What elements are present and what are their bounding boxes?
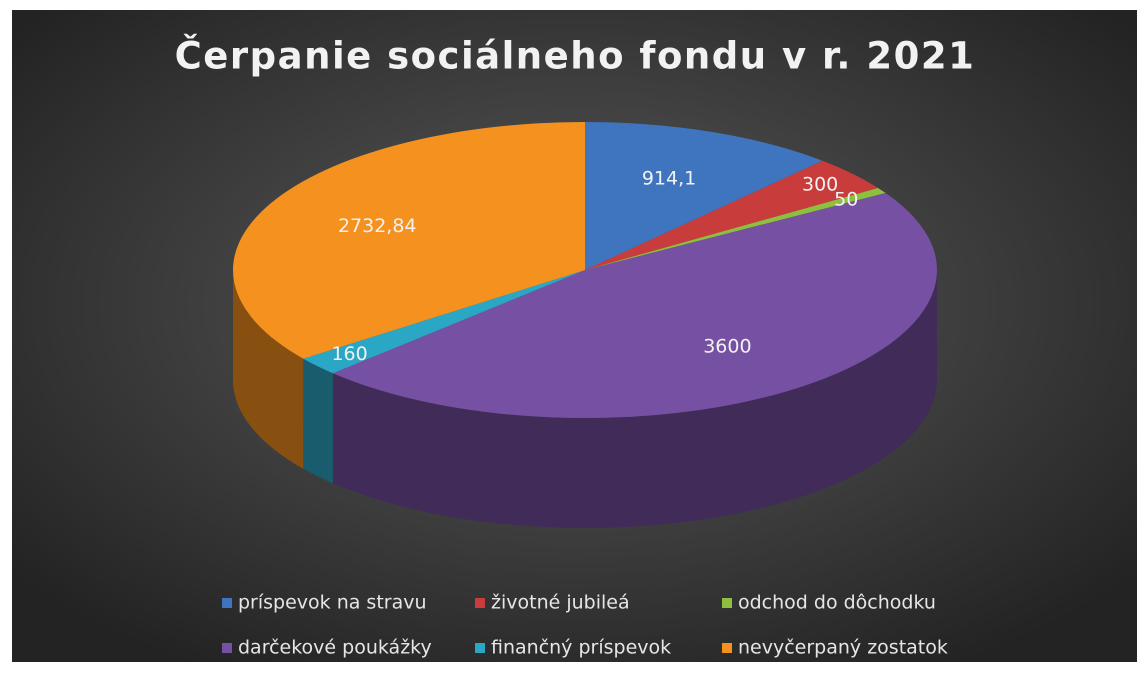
legend-label: finančný príspevok: [491, 637, 671, 659]
legend-label: darčekové poukážky: [238, 637, 432, 659]
slice-side: [303, 358, 333, 484]
slice-side: [233, 270, 304, 469]
data-label: 50: [834, 189, 858, 211]
slice: [585, 160, 879, 270]
legend-marker: [722, 598, 732, 608]
data-label: 300: [802, 174, 838, 196]
legend-label: príspevok na stravu: [238, 592, 427, 614]
slice: [303, 270, 585, 374]
data-label: 2732,84: [338, 215, 417, 237]
slice: [585, 187, 886, 270]
slice: [585, 122, 823, 270]
legend-marker: [475, 643, 485, 653]
slice: [232, 122, 585, 359]
legend-label: odchod do dôchodku: [738, 592, 936, 614]
slice: [332, 193, 938, 419]
legend-label: životné jubileá: [491, 592, 630, 614]
legend-marker: [222, 598, 232, 608]
chart-title: Čerpanie sociálneho fondu v r. 2021: [175, 34, 976, 78]
legend-marker: [475, 598, 485, 608]
legend-marker: [222, 643, 232, 653]
slice-side: [332, 270, 937, 529]
legend-marker: [722, 643, 732, 653]
data-label: 160: [331, 343, 367, 365]
data-label: 3600: [703, 336, 751, 358]
data-label: 914,1: [642, 167, 696, 189]
legend-label: nevyčerpaný zostatok: [738, 637, 948, 659]
